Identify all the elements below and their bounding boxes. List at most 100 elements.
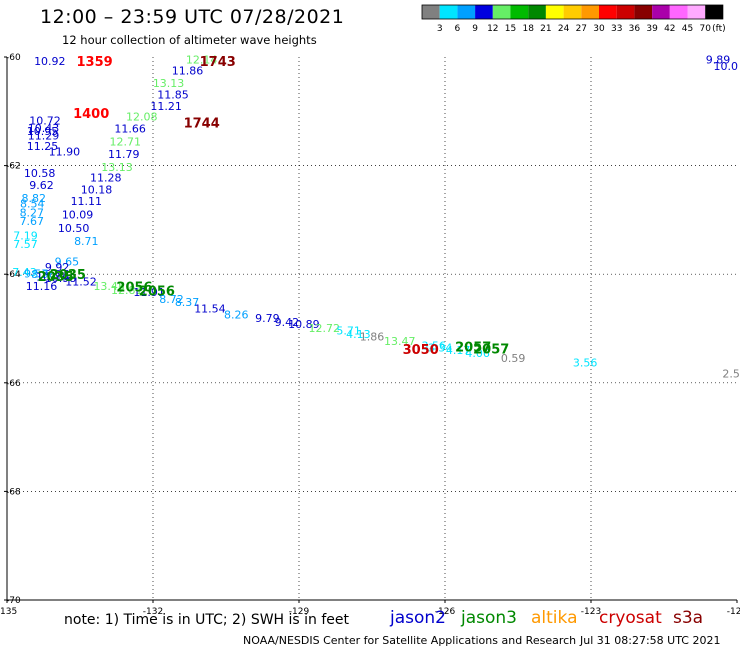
wave-height-label: 12.81 (111, 284, 143, 297)
color-scale-label: 24 (558, 24, 570, 34)
color-scale-label: 36 (629, 24, 641, 34)
color-scale-swatches (421, 4, 724, 20)
pass-time-label: 1744 (184, 117, 220, 132)
wave-height-label: 10.43 (28, 122, 60, 135)
color-swatch (634, 5, 653, 19)
x-tick-label: -135 (0, 607, 17, 617)
wave-height-label: 12.71 (110, 136, 142, 149)
wave-height-label: 7.19 (13, 230, 38, 243)
wave-height-label: 9.92 (45, 261, 70, 274)
wave-height-label: 11.90 (49, 145, 81, 158)
wave-height-label: 4.06 (465, 347, 490, 360)
pass-time-label: 2056 (139, 284, 175, 299)
pass-time-label: 1743 (200, 55, 236, 70)
wave-height-label: 11.28 (90, 172, 122, 185)
wave-height-label: 9.65 (55, 256, 80, 269)
wave-height-label: 11.54 (194, 302, 226, 315)
x-tick-label: -132 (143, 607, 163, 617)
footer-note: note: 1) Time is in UTC; 2) SWH is in fe… (64, 612, 350, 628)
pass-time-label: 2057 (455, 340, 491, 355)
wave-height-label: 12.08 (126, 111, 158, 124)
credit-line: NOAA/NESDIS Center for Satellite Applica… (243, 634, 577, 647)
y-tick-label: -64 (6, 270, 21, 280)
y-tick-label: -68 (6, 487, 21, 497)
wave-height-label: 8.72 (159, 293, 184, 306)
axis-tick-labels: -135 -132 -129 -126 -123 -120 -60 -62 -64 -66 -68 -… (0, 53, 740, 617)
wave-height-label: 7.57 (13, 238, 38, 251)
wave-height-label: 8.71 (74, 235, 99, 248)
wave-height-label: 9.79 (255, 312, 280, 325)
wave-height-label: 11.11 (71, 195, 103, 208)
color-scale-label: 33 (611, 24, 622, 34)
wave-height-label: 11.29 (28, 130, 60, 143)
color-swatch (687, 5, 706, 19)
wave-height-label: 0.59 (501, 352, 526, 365)
wave-height-label: 9.89 (706, 54, 731, 67)
wave-height-label: 11.79 (108, 148, 140, 161)
pass-time-label: 2035 (50, 268, 86, 283)
color-scale-label: 3 (437, 24, 443, 34)
wave-height-label: 10.92 (34, 55, 66, 68)
wave-height-label: 7.43 (12, 266, 37, 279)
y-tick-label: -70 (6, 596, 21, 606)
color-scale-label: 45 (682, 24, 693, 34)
wave-height-label: 10.50 (58, 222, 90, 235)
color-swatch (563, 5, 582, 19)
wave-height-label: 13.47 (384, 335, 416, 348)
generated-timestamp: Jul 31 08:27:58 UTC 2021 (580, 634, 721, 647)
x-tick-label: -126 (435, 607, 456, 617)
color-scale-label: 12 (487, 24, 498, 34)
color-swatch (669, 5, 688, 19)
color-scale-legend: 3 6 9 12 15 18 21 24 27 30 33 36 39 42 45 70 (ft) (421, 4, 726, 34)
mission-jason3: jason3 (461, 608, 517, 628)
wave-height-label: 3.56 (422, 339, 447, 352)
wave-height-label: 11.52 (65, 275, 97, 288)
wave-height-label: 1.86 (360, 331, 385, 344)
chart-title: 12:00 – 23:59 UTC 07/28/2021 (40, 6, 345, 28)
wave-height-label: 10.89 (288, 318, 320, 331)
wave-height-label: 9.57 (24, 268, 49, 281)
mission-s3a: s3a (673, 608, 704, 628)
color-scale-label: 39 (646, 24, 658, 34)
color-swatch (652, 5, 670, 19)
wave-height-label: 3.34 (428, 342, 453, 355)
wave-height-label: 8.26 (224, 308, 249, 321)
color-scale-label: 42 (664, 24, 675, 34)
wave-height-label: 3.56 (573, 357, 598, 370)
wave-height-label: 8.82 (22, 192, 47, 205)
wave-height-label: 8.96 (31, 268, 56, 281)
color-swatch (581, 5, 599, 19)
x-tick-label: -120 (727, 607, 740, 617)
pass-time-label: 1359 (77, 55, 113, 70)
wave-height-label: 10.0 (714, 60, 739, 73)
color-swatch (457, 5, 476, 19)
x-tick-label: -129 (289, 607, 310, 617)
wave-height-label: 11.66 (114, 123, 146, 136)
wave-height-label: 13.13 (101, 161, 133, 174)
wave-height-label: 10.95 (27, 125, 59, 138)
wave-height-label: 10.18 (81, 183, 113, 196)
wave-height-label: 4.13 (346, 328, 371, 341)
color-scale-label: 6 (455, 24, 461, 34)
wave-height-label: 12.72 (309, 322, 341, 335)
color-swatch (475, 5, 493, 19)
color-swatch (510, 5, 529, 19)
color-scale-label: 30 (593, 24, 605, 34)
mission-cryosat: cryosat (599, 608, 662, 628)
wave-height-label: 7.67 (20, 215, 45, 228)
color-swatch (705, 5, 723, 19)
wave-height-label: 10.30 (36, 270, 68, 283)
color-scale-unit: (ft) (712, 24, 726, 34)
y-tick-label: -66 (6, 379, 21, 389)
wave-height-label: 10.58 (24, 167, 56, 180)
wave-height-label: 12.14 (186, 54, 218, 67)
wave-height-label: 11.16 (26, 280, 58, 293)
wave-height-label: 9.42 (275, 316, 300, 329)
wave-height-label: 4.17 (446, 344, 471, 357)
color-swatch (616, 5, 635, 19)
color-swatch (422, 5, 440, 19)
wave-height-label: 11.25 (27, 140, 59, 153)
color-scale-label: 9 (472, 24, 478, 34)
pass-time-label: 2035 (38, 270, 74, 285)
